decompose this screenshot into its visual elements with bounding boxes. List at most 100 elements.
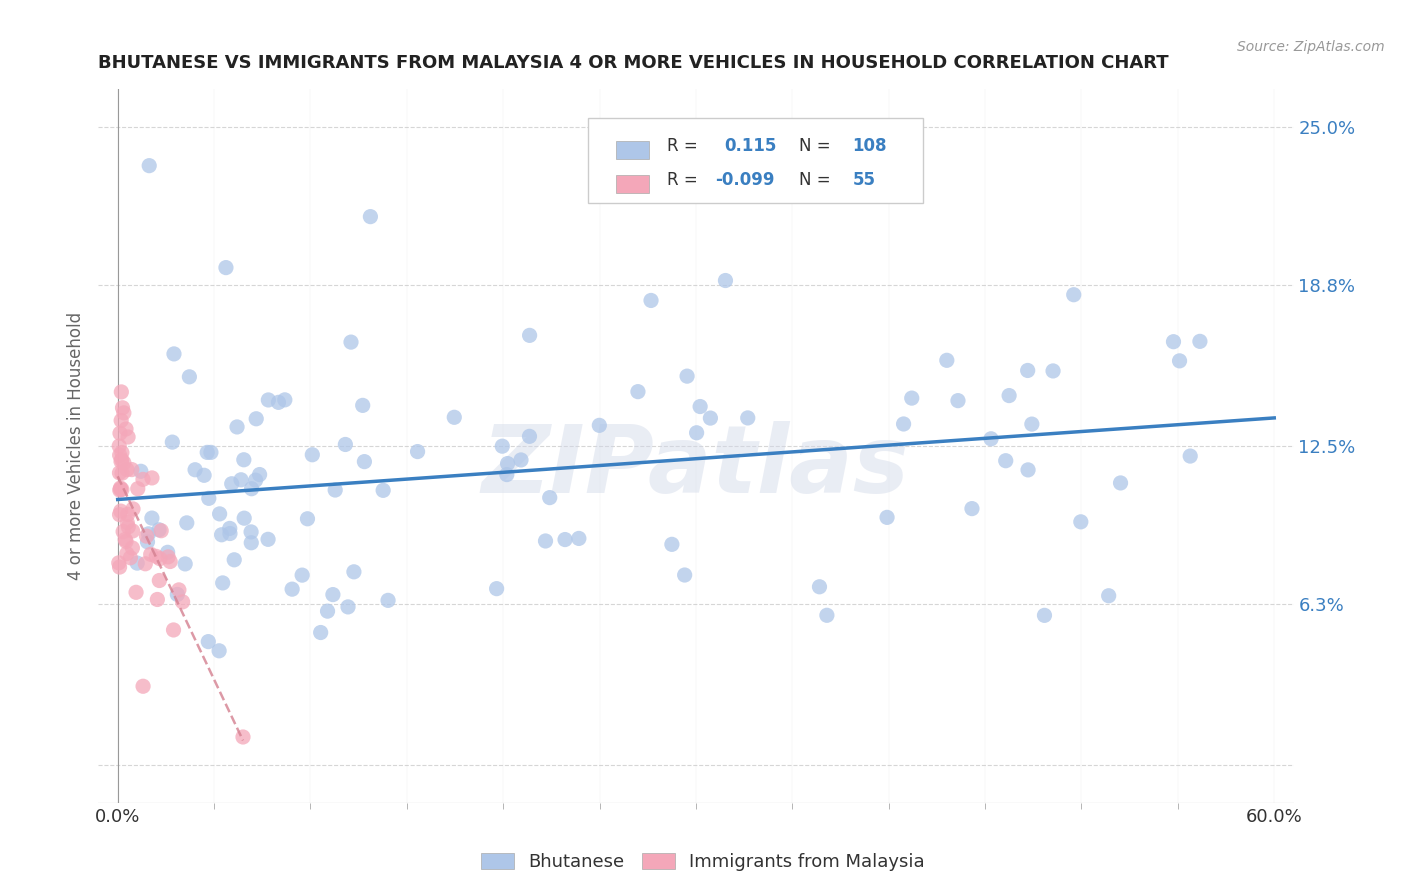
Point [876,510,898,524]
Point [120,550,142,565]
Point [193,468,215,483]
Point [519,429,541,443]
Point [495,467,517,482]
Point [163,347,186,361]
Point [1098,589,1121,603]
Point [148,574,170,588]
Point [998,388,1021,402]
Point [960,501,983,516]
Point [166,587,188,601]
Point [714,273,737,287]
Point [167,582,190,597]
Point [1163,334,1185,349]
Point [211,528,233,542]
Point [149,551,172,566]
FancyBboxPatch shape [616,141,650,160]
Point [141,511,163,525]
Point [174,557,197,571]
Point [240,524,263,539]
Point [808,580,831,594]
Point [316,604,339,618]
Point [114,533,136,547]
Point [122,502,145,516]
Point [245,473,267,487]
Point [233,511,256,525]
Text: N =: N = [799,137,831,155]
Point [232,452,254,467]
Point [198,491,221,506]
Point [121,541,143,555]
Point [309,625,332,640]
Point [245,411,267,425]
Point [1042,364,1064,378]
Point [257,392,280,407]
Point [661,537,683,551]
Point [121,462,143,476]
Point [343,565,366,579]
Text: Source: ZipAtlas.com: Source: ZipAtlas.com [1237,40,1385,54]
Point [179,369,201,384]
Text: N =: N = [799,171,831,189]
Point [994,453,1017,467]
Text: R =: R = [668,137,697,155]
Point [373,483,395,498]
Point [689,400,711,414]
Point [240,535,263,549]
Point [117,430,139,444]
Point [219,526,242,541]
Point [1033,608,1056,623]
Point [377,593,399,607]
Point [538,491,561,505]
Point [157,549,180,564]
Point [108,560,131,574]
Point [110,482,132,496]
Point [138,526,160,541]
Point [218,521,240,535]
Point [554,533,576,547]
Point [108,466,131,480]
Point [588,418,610,433]
FancyBboxPatch shape [616,175,650,193]
Legend: Bhutanese, Immigrants from Malaysia: Bhutanese, Immigrants from Malaysia [474,846,932,879]
Point [110,481,132,495]
Point [1168,354,1191,368]
Point [150,524,173,538]
Point [1017,363,1039,377]
Point [110,504,132,518]
FancyBboxPatch shape [589,118,922,203]
Point [117,520,139,534]
Point [208,644,231,658]
Point [1188,334,1211,349]
Y-axis label: 4 or more Vehicles in Household: 4 or more Vehicles in Household [67,312,86,580]
Point [200,445,222,459]
Point [135,529,157,543]
Point [111,445,134,459]
Point [900,391,922,405]
Point [195,445,218,459]
Point [1180,449,1202,463]
Point [159,554,181,568]
Point [110,413,132,427]
Point [685,425,707,440]
Point [443,410,465,425]
Point [111,452,134,467]
Point [197,634,219,648]
Point [117,508,139,522]
Point [274,392,297,407]
Point [893,417,915,431]
Point [240,482,263,496]
Point [534,533,557,548]
Point [1070,515,1092,529]
Point [352,398,374,412]
Point [108,508,131,522]
Text: BHUTANESE VS IMMIGRANTS FROM MALAYSIA 4 OR MORE VEHICLES IN HOUSEHOLD CORRELATIO: BHUTANESE VS IMMIGRANTS FROM MALAYSIA 4 … [98,54,1168,72]
Point [156,545,179,559]
Point [108,439,131,453]
Point [115,534,138,549]
Point [335,437,357,451]
Point [568,532,591,546]
Point [496,457,519,471]
Point [340,335,363,350]
Point [129,464,152,478]
Point [301,448,323,462]
